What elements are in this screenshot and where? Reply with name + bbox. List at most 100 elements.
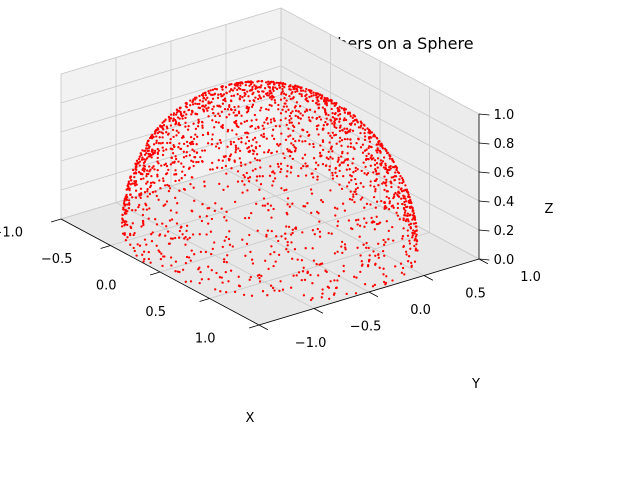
data-point [262, 95, 265, 98]
data-point [178, 117, 181, 120]
data-point [401, 237, 404, 240]
data-point [374, 262, 377, 265]
data-point [376, 151, 379, 154]
data-point [182, 114, 185, 117]
data-point [217, 121, 220, 124]
data-point [165, 164, 169, 168]
data-point [379, 150, 382, 154]
data-point [337, 158, 340, 161]
data-point [292, 96, 295, 99]
data-point [367, 152, 370, 155]
data-point [306, 202, 309, 205]
data-point [382, 243, 386, 246]
data-point [381, 160, 385, 163]
data-point [349, 190, 352, 193]
data-point [283, 156, 286, 160]
data-point [387, 229, 390, 233]
data-point [249, 161, 252, 164]
data-point [189, 99, 192, 102]
data-point [189, 259, 192, 262]
data-point [320, 199, 323, 202]
y-tick-label: 0.5 [465, 287, 486, 302]
data-point [161, 125, 164, 128]
data-point [214, 120, 218, 124]
data-point [159, 142, 162, 145]
data-point [305, 97, 308, 100]
data-point [143, 191, 147, 194]
data-point [320, 154, 323, 157]
data-point [316, 175, 319, 178]
data-point [284, 93, 288, 96]
data-point [237, 105, 240, 108]
data-point [193, 253, 196, 256]
data-point [177, 131, 180, 134]
data-point [354, 169, 357, 173]
data-point [285, 105, 288, 108]
data-point [396, 214, 400, 217]
data-point [173, 173, 176, 176]
data-point [233, 87, 236, 90]
data-point [171, 128, 175, 132]
data-point [277, 239, 280, 243]
data-point [228, 113, 231, 116]
data-point [316, 227, 319, 231]
data-point [161, 136, 164, 139]
data-point [180, 162, 183, 165]
data-point [142, 223, 145, 227]
data-point [281, 108, 284, 111]
data-point [408, 239, 411, 242]
data-point [171, 152, 175, 155]
data-point [194, 102, 197, 105]
data-point [294, 226, 298, 229]
data-point [325, 270, 328, 274]
data-point [315, 210, 319, 214]
data-point [146, 188, 149, 191]
data-point [331, 122, 334, 125]
data-point [327, 113, 330, 117]
data-point [327, 99, 330, 102]
data-point [248, 176, 252, 179]
data-point [312, 157, 316, 160]
data-point [391, 225, 394, 229]
data-point [414, 235, 418, 238]
data-point [271, 184, 274, 187]
data-point [340, 139, 344, 142]
data-point [250, 144, 253, 147]
data-point [185, 151, 188, 154]
data-point [236, 180, 240, 183]
data-point [252, 152, 255, 156]
data-point [314, 92, 318, 95]
data-point [377, 184, 380, 187]
data-point [244, 131, 247, 135]
data-point [167, 184, 171, 188]
data-point [150, 239, 154, 243]
data-point [410, 265, 413, 269]
data-point [260, 80, 263, 83]
data-point [280, 235, 283, 238]
data-point [162, 149, 165, 152]
data-point [174, 169, 177, 172]
data-point [414, 249, 417, 252]
data-point [304, 247, 307, 250]
data-point [261, 90, 264, 93]
data-point [335, 142, 338, 145]
data-point [286, 240, 289, 244]
data-point [277, 81, 280, 85]
data-point [150, 174, 153, 178]
data-point [340, 144, 343, 147]
z-tick-label: 0.0 [494, 253, 515, 268]
data-point [157, 198, 160, 201]
data-point [250, 258, 254, 261]
data-point [248, 99, 251, 103]
data-point [328, 168, 331, 172]
data-point [266, 294, 269, 297]
data-point [150, 153, 153, 157]
data-point [339, 124, 342, 127]
data-point [310, 95, 313, 98]
data-point [198, 94, 201, 98]
data-point [224, 86, 228, 89]
data-point [175, 211, 178, 214]
data-point [223, 107, 227, 111]
data-point [172, 135, 175, 139]
data-point [314, 161, 318, 164]
